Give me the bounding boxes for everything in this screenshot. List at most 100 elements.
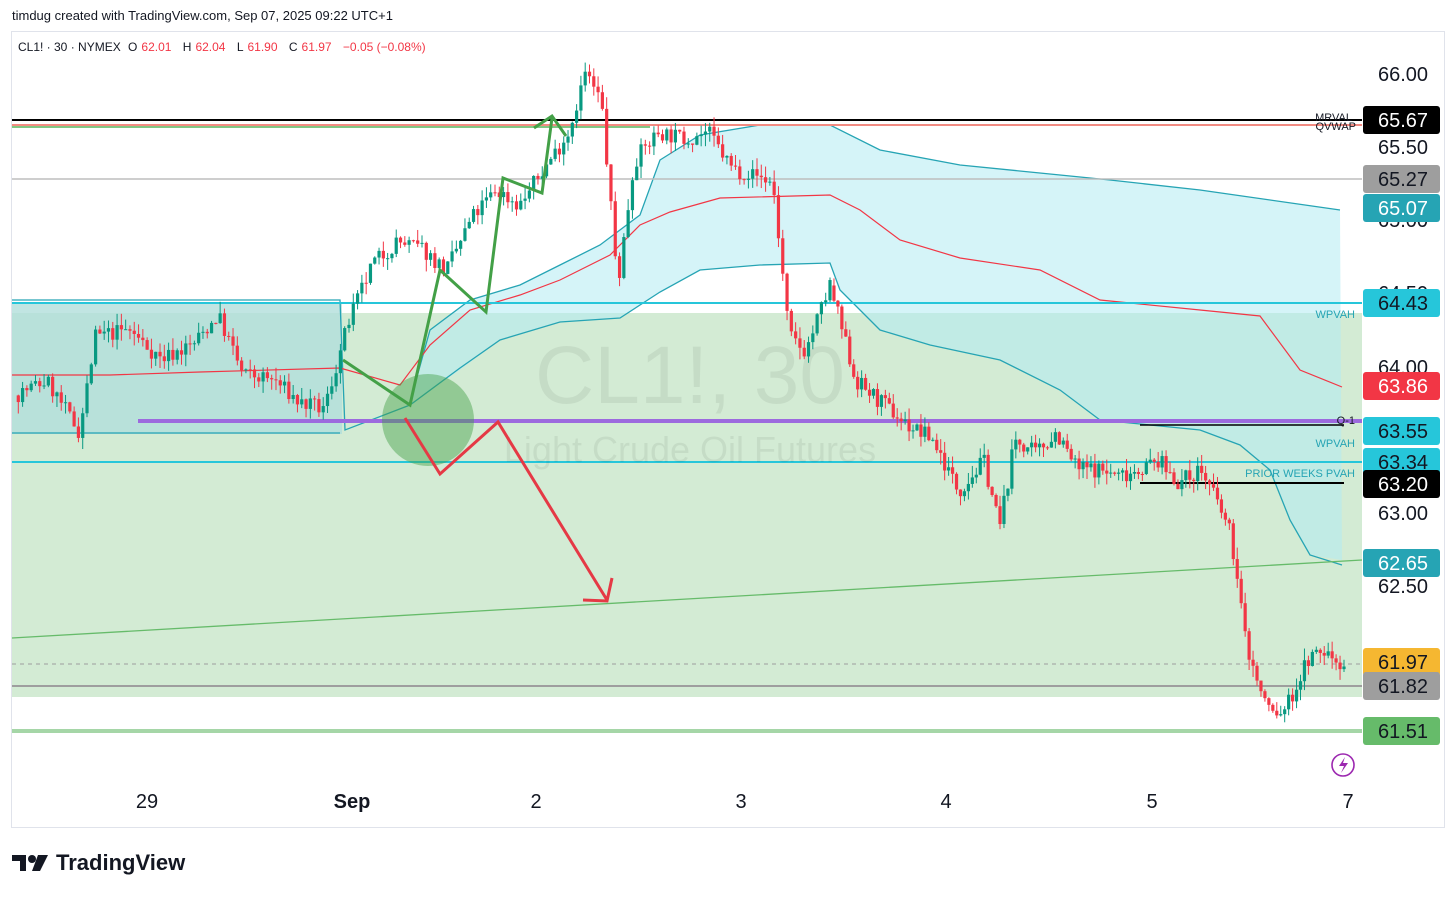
tag-mrval: MRVAL	[1315, 112, 1352, 124]
tradingview-wordmark: TradingView	[56, 850, 186, 875]
candle	[1251, 659, 1255, 666]
price-badge[interactable]	[1363, 194, 1440, 222]
candle	[553, 148, 557, 159]
price-badge-label: 62.65	[1378, 553, 1428, 575]
candle	[214, 322, 218, 324]
bearish-projection-arrow[interactable]	[403, 417, 609, 601]
candle	[282, 381, 287, 386]
candle	[1231, 523, 1235, 560]
candle	[59, 392, 63, 403]
price-badges[interactable]: 65.67 65.27 65.07 64.43 63.86 63.55 63.3463.20…	[1363, 106, 1440, 745]
candle	[1077, 458, 1081, 470]
candle	[832, 285, 836, 301]
price-badge[interactable]	[1363, 165, 1440, 193]
candle	[450, 251, 454, 262]
price-badge[interactable]	[1363, 448, 1440, 476]
symbol-legend[interactable]: CL1! · 30 · NYMEX O 62.01 H 62.04 L 61.90 C…	[18, 40, 430, 54]
tag-wpvah-lower: WPVAH	[1315, 438, 1355, 450]
lightning-icon[interactable]	[1331, 753, 1355, 777]
candle	[308, 398, 312, 409]
candle	[570, 122, 574, 137]
candle	[497, 192, 501, 198]
watermark-subtitle: Light Crude Oil Futures	[504, 429, 876, 470]
candle	[1010, 449, 1014, 489]
price-badge[interactable]	[1363, 672, 1440, 700]
candle	[994, 494, 998, 507]
candle	[1283, 709, 1287, 715]
candle	[1128, 473, 1133, 482]
candle	[1073, 458, 1077, 460]
candle	[1152, 459, 1156, 462]
price-badge[interactable]	[1363, 417, 1440, 445]
price-badge-label: 63.20	[1378, 474, 1428, 496]
tag-wpvah-upper: WPVAH	[1315, 309, 1355, 321]
highlight-circle[interactable]	[382, 374, 474, 466]
price-badge-label: 63.34	[1378, 452, 1428, 474]
candle	[708, 126, 712, 132]
candle	[506, 192, 510, 203]
candle	[33, 381, 38, 384]
candle	[1200, 465, 1204, 473]
candle	[1239, 578, 1243, 604]
price-badge[interactable]	[1363, 648, 1440, 676]
candle	[536, 175, 540, 179]
candle	[583, 71, 587, 86]
candle	[407, 240, 411, 245]
price-badge[interactable]	[1363, 106, 1440, 134]
price-badge[interactable]	[1363, 470, 1440, 498]
candle	[919, 424, 923, 437]
candle	[162, 356, 166, 362]
candle	[943, 452, 947, 471]
candle	[958, 489, 963, 497]
candle	[1172, 472, 1176, 484]
trendline[interactable]	[11, 559, 1363, 639]
bullish-projection-arrow[interactable]	[342, 117, 554, 408]
price-badge-label: 64.43	[1378, 293, 1428, 315]
candle	[733, 165, 738, 167]
candle	[433, 253, 437, 268]
candle	[244, 369, 248, 371]
candle	[903, 419, 907, 422]
candle	[592, 76, 596, 87]
price-badge[interactable]	[1363, 289, 1440, 317]
candle	[1057, 432, 1061, 445]
candle	[742, 179, 746, 181]
candle	[1215, 487, 1220, 500]
candle	[317, 399, 321, 413]
candle	[1342, 666, 1346, 670]
price-badge[interactable]	[1363, 717, 1440, 745]
price-badge[interactable]	[1363, 549, 1440, 577]
vwap-lower-band	[12, 262, 1343, 566]
chart-credit: timdug created with TradingView.com, Sep…	[12, 8, 393, 23]
candle	[1132, 472, 1137, 474]
candle	[626, 210, 630, 238]
candle	[703, 131, 708, 135]
candle	[428, 253, 433, 260]
candle	[895, 417, 899, 419]
candle	[184, 343, 188, 355]
candle	[1061, 440, 1065, 445]
candle	[1275, 710, 1279, 716]
candle	[98, 329, 102, 334]
watermark-title: CL1!, 30	[535, 330, 845, 421]
candle	[514, 201, 519, 210]
price-badge[interactable]	[1363, 372, 1440, 400]
tradingview-logo-icon	[12, 855, 48, 871]
x-tick-label: 5	[1146, 791, 1157, 813]
candle	[815, 314, 819, 334]
candle	[261, 372, 265, 382]
candle	[811, 333, 815, 343]
candle	[287, 381, 291, 400]
x-axis[interactable]: 29 Sep 2 3 4 5 7	[136, 791, 1354, 813]
candle	[986, 454, 990, 487]
candle	[1326, 651, 1330, 656]
candle	[798, 338, 802, 348]
candle	[29, 383, 33, 391]
candle	[437, 259, 441, 268]
candle	[102, 331, 106, 334]
candle	[411, 240, 416, 242]
y-axis[interactable]: 66.00 65.50 65.00 64.50 64.00 63.00 62.5…	[1378, 64, 1428, 598]
candle	[1018, 439, 1022, 445]
tradingview-logo[interactable]: TradingView	[12, 850, 185, 876]
